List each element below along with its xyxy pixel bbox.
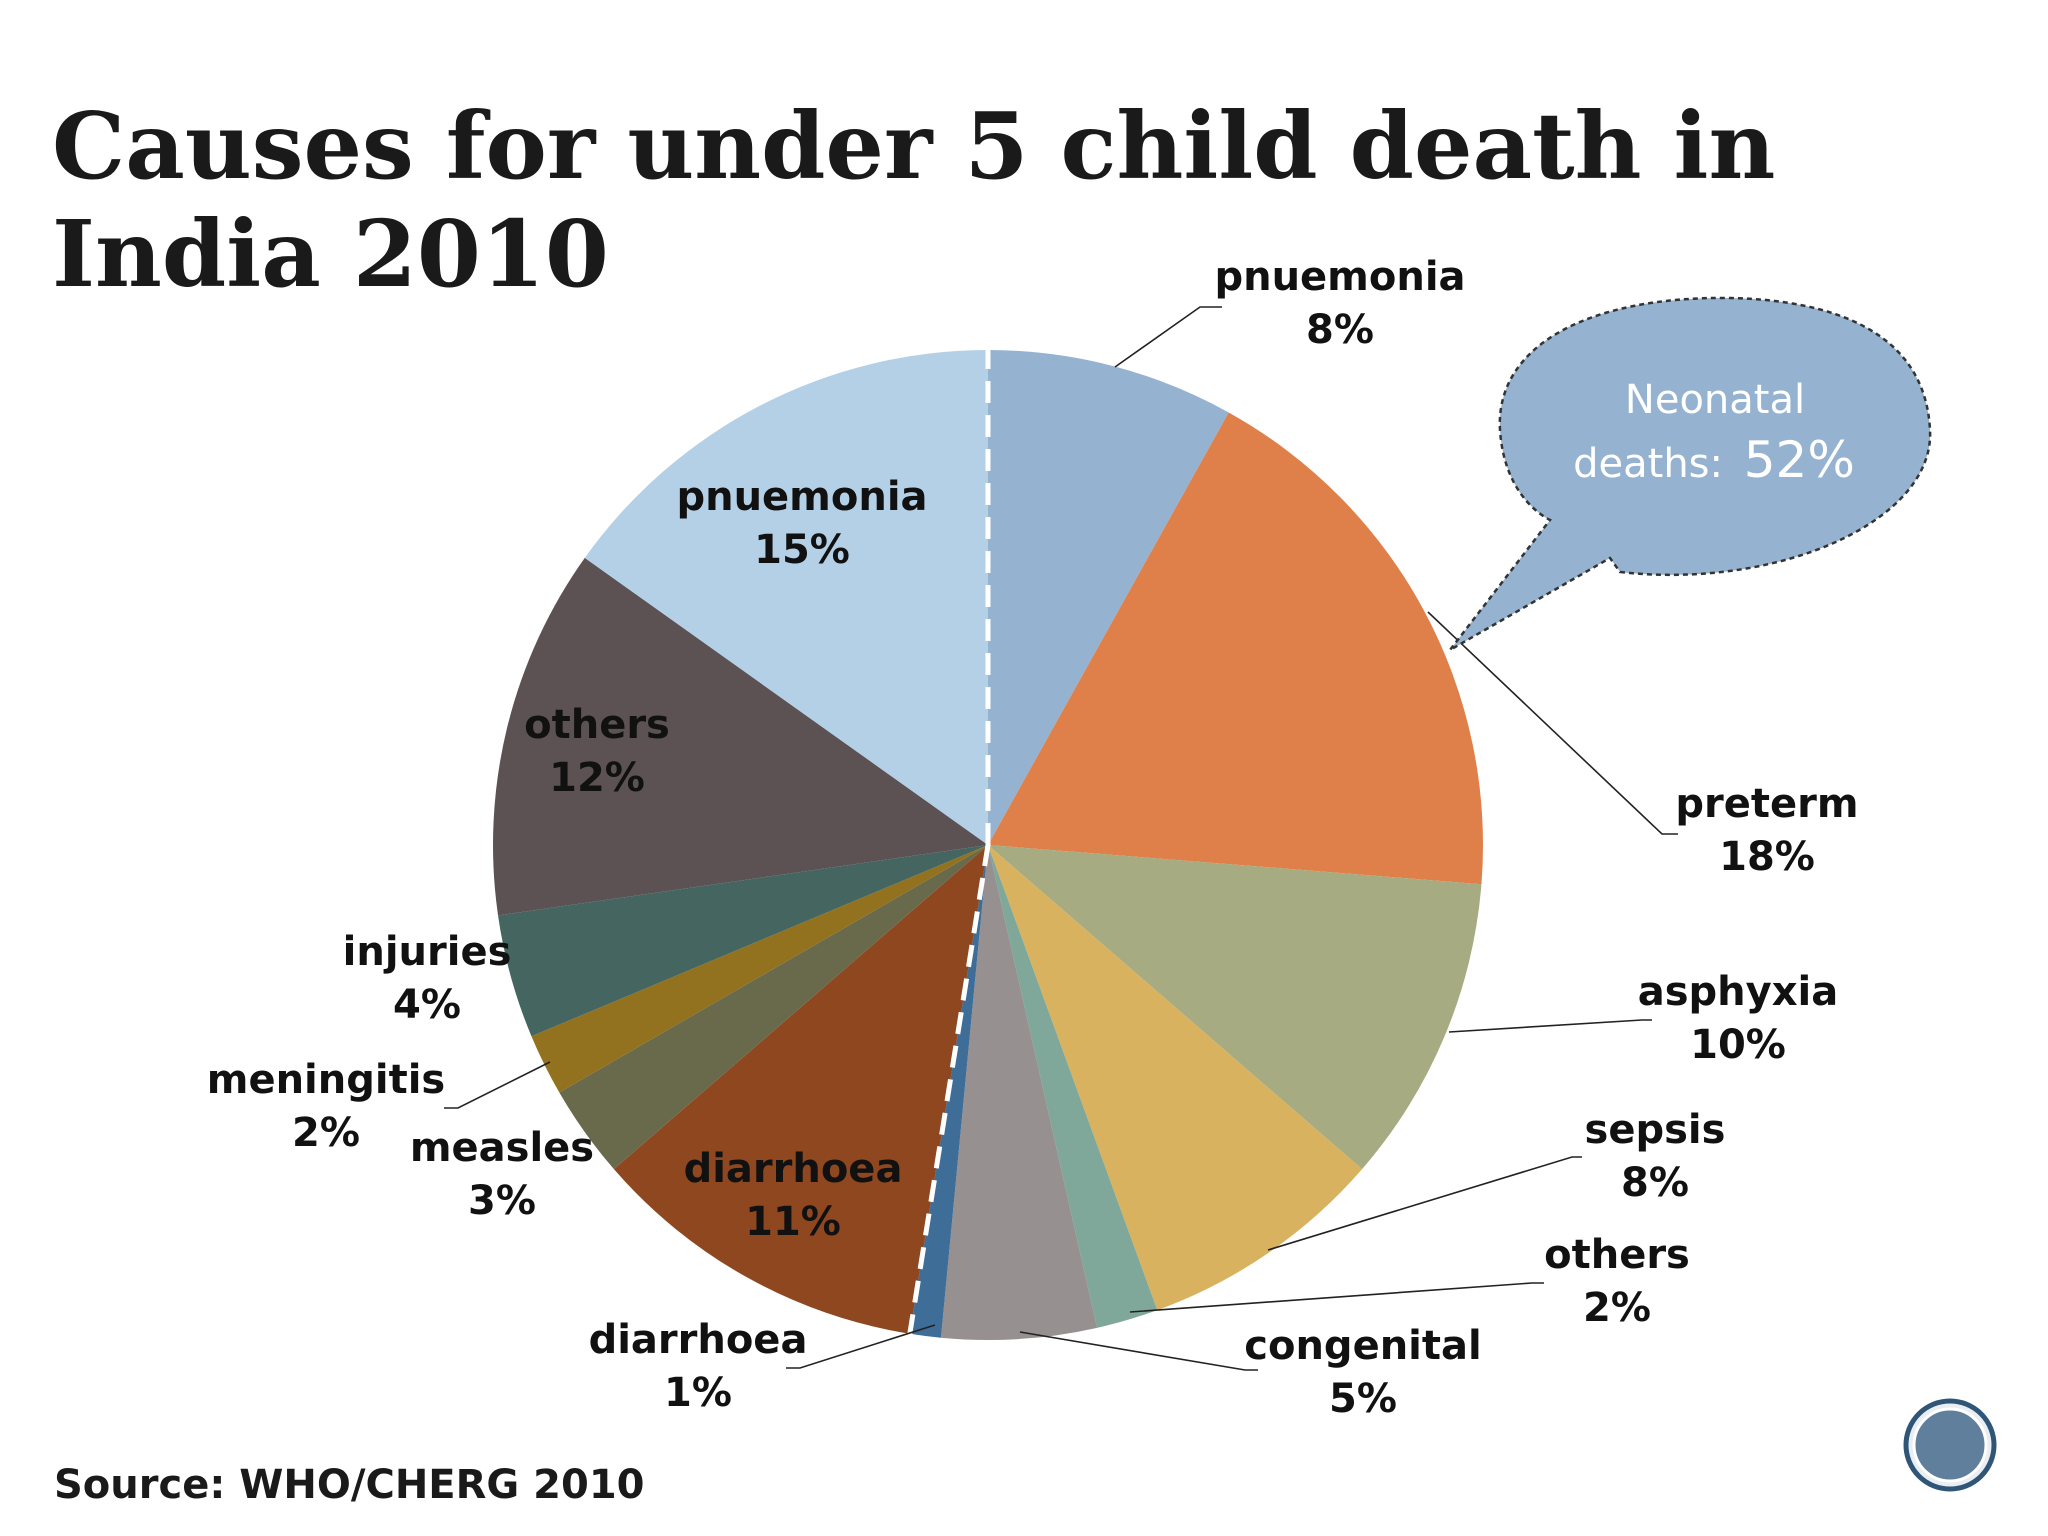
slice-label-name: asphyxia [1638,969,1839,1015]
slice-label-value: 12% [549,755,645,801]
slice-label-measles-child: measles 3% [410,1125,594,1224]
slice-label-name: sepsis [1585,1107,1726,1153]
slice-label-name: measles [410,1125,594,1171]
leader-line-meningitis [444,1061,551,1109]
pie-slice-injuries-child [498,845,988,1037]
nav-circle-icon [1912,1407,1988,1483]
pie-slice-pnuemonia-child [584,350,988,845]
pie-slice-meningitis-child [531,845,988,1093]
neonatal-callout: Neonatal deaths: 52% [1449,296,1932,652]
slice-label-name: others [1544,1232,1690,1278]
slice-labels: pnuemonia 8% preterm 18% asphyxia 10% sepsis 8%… [207,254,1859,1422]
slice-label-congenital-neonatal: congenital 5% [1244,1323,1481,1422]
slice-label-value: 2% [292,1110,360,1156]
callout-bubble [1449,296,1932,652]
pie-slice-others-neonatal [988,845,1158,1328]
slice-label-value: 15% [754,527,850,573]
svg-text:deaths: 52%: deaths: 52% [1573,431,1855,489]
slice-label-name: congenital [1244,1323,1481,1369]
slice-label-name: diarrhoea [684,1146,903,1192]
callout-line1: Neonatal [1625,377,1805,423]
slice-label-name: pnuemonia [1214,254,1465,300]
leader-line-preterm [1427,611,1678,835]
slice-label-value: 5% [1329,1376,1397,1422]
slice-label-injuries-child: injuries 4% [343,929,512,1028]
slice-label-value: 8% [1621,1160,1689,1206]
pie-slice-sepsis-neonatal [988,845,1363,1311]
slice-label-meningitis-child: meningitis 2% [207,1057,445,1156]
pie-slice-preterm-neonatal [988,412,1483,885]
leader-line-congenital [1019,1331,1258,1371]
slice-label-value: 4% [393,982,461,1028]
pie-slice-asphyxia-neonatal [988,845,1482,1170]
leader-line-pnuemonia [1114,306,1222,368]
slice-label-sepsis-neonatal: sepsis 8% [1585,1107,1726,1206]
slice-label-name: pnuemonia [676,474,927,520]
leader-line-diarrhoea [786,1324,936,1369]
pie-slice-congenital-neonatal [940,845,1098,1340]
pie-slice-measles-child [559,845,988,1170]
leader-lines [444,306,1678,1371]
slice-label-name: injuries [343,929,512,975]
slice-label-diarrhoea-child: diarrhoea 11% [684,1146,903,1245]
slice-label-preterm-neonatal: preterm 18% [1675,781,1858,880]
slice-label-value: 1% [664,1370,732,1416]
slice-label-pnuemonia-neonatal: pnuemonia 8% [1214,254,1465,353]
slice-label-others-neonatal: others 2% [1544,1232,1690,1331]
slice-label-name: meningitis [207,1057,445,1103]
navigation-button[interactable] [1903,1398,1997,1492]
slice-label-name: others [524,702,670,748]
pie-slice-diarrhoea-child [613,845,988,1334]
pie-slice-others-child [493,557,988,916]
callout-value: 52% [1744,431,1855,489]
slice-label-diarrhoea-neonatal: diarrhoea 1% [589,1317,808,1416]
leader-line-sepsis [1267,1156,1582,1251]
slice-label-value: 2% [1583,1285,1651,1331]
callout-line2-prefix: deaths: [1573,441,1723,487]
slice-label-value: 18% [1719,834,1815,880]
slice-label-asphyxia-neonatal: asphyxia 10% [1638,969,1839,1068]
slice-label-name: preterm [1675,781,1858,827]
page-title: Causes for under 5 child death in India … [52,92,1776,308]
slice-label-name: diarrhoea [589,1317,808,1363]
slice-label-value: 3% [468,1178,536,1224]
pie-slice-pnuemonia-neonatal [988,350,1229,845]
leader-line-others [1129,1282,1544,1313]
slice-label-value: 8% [1306,307,1374,353]
source-note: Source: WHO/CHERG 2010 [54,1462,645,1508]
slice-label-others-child: others 12% [524,702,670,801]
slice-label-value: 10% [1690,1022,1786,1068]
slice-label-value: 11% [745,1199,841,1245]
leader-line-asphyxia [1448,1019,1652,1033]
slice-label-pnuemonia-child: pnuemonia 15% [676,474,927,573]
